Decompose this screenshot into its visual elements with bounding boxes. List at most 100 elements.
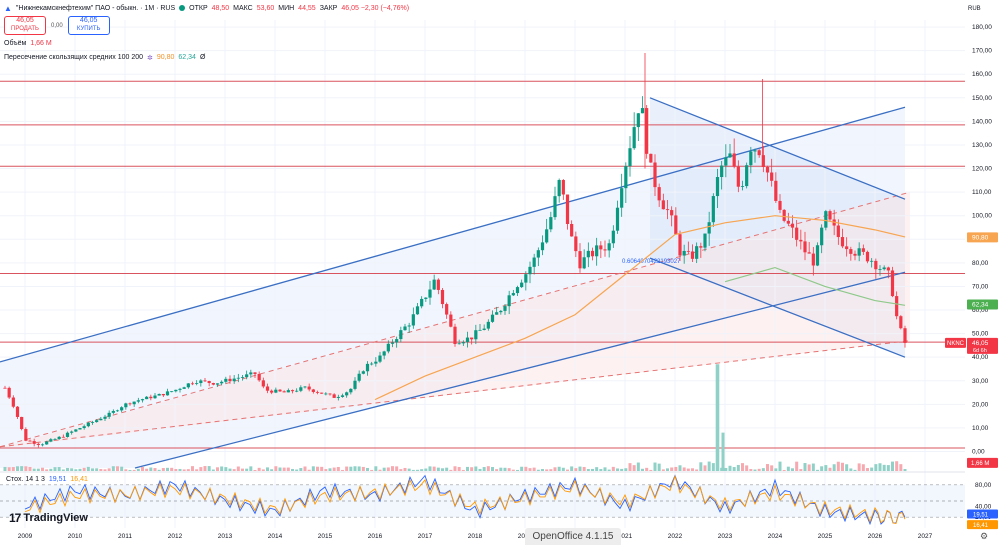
volume-bar: [11, 467, 15, 471]
volume-bar: [611, 466, 615, 471]
volume-bar: [561, 467, 565, 471]
candle-body: [299, 387, 303, 391]
candle-body: [890, 270, 895, 297]
candle-body: [378, 355, 382, 362]
volume-bar: [599, 469, 603, 471]
candle-body: [699, 246, 703, 248]
tradingview-logo[interactable]: 17 TradingView: [9, 511, 88, 525]
volume-bar: [674, 466, 678, 471]
candle-body: [886, 267, 890, 271]
candle-body: [561, 180, 565, 195]
volume-bar: [7, 467, 11, 471]
volume-bar: [903, 469, 907, 471]
volume-bar: [853, 469, 857, 471]
volume-bar: [316, 466, 319, 471]
volume-bar: [511, 469, 515, 471]
volume-bar: [53, 467, 57, 471]
candle-body: [636, 113, 640, 128]
symbol-tag-bg: [945, 337, 966, 348]
candle-body: [411, 314, 415, 326]
y-tick-label: 30,00: [972, 378, 989, 385]
candle-body: [170, 391, 174, 393]
candle-body: [295, 390, 299, 392]
volume-label-bg: [967, 457, 998, 468]
volume-bar: [699, 462, 703, 471]
candle-body: [61, 436, 65, 438]
stoch-d-value: 16,41: [70, 476, 88, 483]
candle-body: [670, 210, 674, 216]
symbol-title[interactable]: "Нижнекамскнефтехим" ПАО - обыкн. · 1M ·…: [15, 4, 176, 12]
volume-bar: [116, 466, 119, 471]
ma-slow-line: [724, 266, 906, 306]
candle-body: [499, 310, 503, 313]
volume-bar: [220, 466, 224, 471]
volume-bar: [899, 464, 903, 471]
x-tick-label: 2022: [668, 533, 683, 540]
candle-body: [86, 422, 90, 427]
volume-bar: [624, 468, 628, 471]
volume-bar: [374, 466, 378, 471]
spread-value: 0,00: [51, 22, 63, 29]
volume-bar: [341, 469, 344, 471]
volume-bar: [149, 467, 153, 471]
volume-bar: [145, 468, 149, 471]
ma-legend[interactable]: Пересечение скользящих средних 100 200 ✲…: [4, 52, 409, 63]
volume-bar: [391, 466, 394, 471]
candle-body: [520, 282, 524, 288]
open-value: 48,50: [211, 4, 230, 12]
volume-bar: [124, 469, 128, 471]
volume-legend[interactable]: Объём 1,66 M: [4, 38, 409, 49]
candle-body: [432, 279, 436, 290]
candle-body: [645, 108, 649, 154]
candle-body: [486, 321, 490, 329]
volume-bar: [774, 468, 778, 471]
candle-body: [757, 150, 761, 156]
volume-bar: [553, 467, 557, 471]
y-tick-label: 80,00: [972, 260, 989, 267]
gear-icon[interactable]: ✲: [147, 54, 153, 62]
volume-bar: [74, 469, 78, 471]
volume-bar: [286, 467, 290, 471]
high-key: МАКС: [233, 4, 253, 12]
buy-button[interactable]: 46,05 КУПИТЬ: [67, 16, 110, 35]
volume-bar: [828, 467, 832, 471]
price-label-bg: [967, 232, 998, 243]
candle-body: [607, 243, 611, 251]
volume-bar: [274, 466, 278, 471]
ma-label: Пересечение скользящих средних 100 200: [4, 54, 143, 61]
volume-bar: [721, 432, 725, 471]
volume-bar: [311, 466, 315, 471]
volume-bar: [466, 466, 469, 471]
channel-line: [649, 97, 906, 200]
volume-bar: [136, 468, 140, 471]
volume-bar: [486, 466, 490, 471]
volume-bar: [736, 464, 740, 471]
candle-body: [149, 396, 153, 399]
volume-value: 1,66 M: [30, 40, 52, 47]
volume-bar: [161, 468, 165, 471]
candle-body: [690, 251, 695, 259]
stoch-label: Стох. 14 1 3: [6, 476, 45, 483]
y-tick-label: 120,00: [972, 166, 992, 173]
candle-body: [136, 400, 140, 402]
volume-bar: [691, 468, 694, 471]
volume-bar: [545, 469, 549, 471]
sell-button[interactable]: 46,05 ПРОДАТЬ: [4, 16, 46, 35]
stochastic-legend[interactable]: Стох. 14 1 3 19,51 16,41: [6, 476, 88, 483]
volume-bar: [107, 468, 111, 471]
candle-body: [128, 403, 132, 405]
volume-bar: [707, 461, 711, 471]
candle-body: [590, 250, 595, 257]
volume-bar: [461, 469, 465, 471]
axis-settings-icon[interactable]: ⚙: [980, 531, 989, 541]
candle-body: [395, 339, 399, 343]
price-label: 62,34: [972, 302, 989, 309]
candle-body: [240, 377, 245, 378]
candle-body: [403, 326, 407, 331]
candle-body: [495, 312, 499, 315]
stoch-d-line: [24, 474, 906, 524]
candle-body: [736, 166, 740, 187]
candle-body: [849, 249, 853, 254]
x-tick-label: 2011: [118, 533, 132, 540]
